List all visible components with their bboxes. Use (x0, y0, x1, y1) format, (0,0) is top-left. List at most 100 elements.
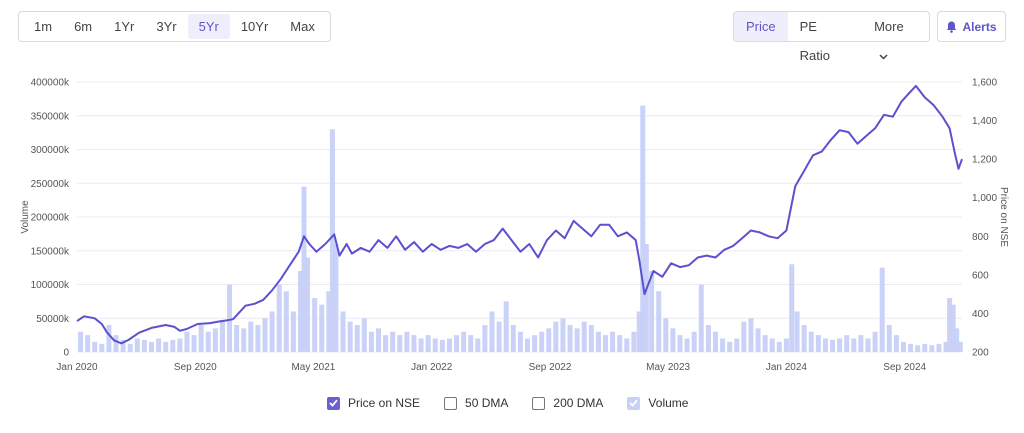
volume-bar (741, 321, 747, 352)
alerts-label: Alerts (962, 19, 997, 34)
range-button-1yr[interactable]: 1Yr (114, 19, 135, 34)
volume-bar (404, 331, 410, 352)
y-left-tick-label: 150000k (31, 246, 70, 257)
volume-bar (915, 345, 921, 352)
volume-bar (120, 339, 126, 352)
checkbox-icon (532, 396, 546, 410)
volume-bar (269, 311, 275, 352)
y-left-tick-label: 400000k (31, 78, 70, 89)
volume-bar (376, 328, 382, 352)
volume-bar (851, 338, 857, 352)
volume-bar (255, 325, 261, 352)
volume-bar (830, 339, 836, 352)
pe-ratio-tab[interactable]: PE Ratio (799, 19, 830, 63)
checkbox-volume-icon (627, 396, 641, 410)
more-dropdown[interactable]: More (862, 12, 929, 60)
volume-bar (461, 331, 467, 352)
legend-volume[interactable]: Volume (627, 396, 688, 410)
volume-bar (368, 331, 374, 352)
y-right-tick-label: 600 (972, 270, 989, 281)
volume-bar (234, 325, 240, 352)
range-button-1m[interactable]: 1m (34, 19, 53, 34)
volume-bar (815, 335, 821, 352)
volume-bar (141, 339, 147, 352)
volume-bar (99, 343, 105, 352)
volume-bar (595, 331, 601, 352)
volume-bar (794, 311, 800, 352)
volume-bar (241, 328, 247, 352)
volume-bar (950, 304, 956, 352)
volume-bar (886, 325, 892, 352)
volume-bar (636, 311, 642, 352)
checkbox-checked-icon (327, 396, 340, 410)
volume-bar (305, 257, 311, 352)
volume-bar (248, 321, 254, 352)
legend-volume-label: Volume (648, 396, 689, 410)
volume-bar (212, 328, 218, 352)
volume-bar (624, 338, 630, 352)
volume-bar (762, 335, 768, 352)
y-left-axis-label: Volume (20, 200, 31, 234)
range-button-5yr[interactable]: 5Yr (187, 14, 230, 39)
legend-price-label: Price on NSE (348, 396, 421, 410)
volume-bar (631, 331, 637, 352)
bell-icon (947, 21, 957, 33)
volume-bar (170, 339, 176, 352)
volume-bar (219, 321, 225, 352)
volume-bar (503, 301, 509, 352)
volume-bar (439, 339, 445, 352)
volume-bar (468, 335, 474, 352)
volume-bar (837, 338, 843, 352)
y-right-tick-label: 800 (972, 232, 989, 243)
volume-bar (148, 341, 154, 352)
volume-bar (691, 331, 697, 352)
volume-bar (297, 271, 303, 352)
volume-bar (411, 335, 417, 352)
volume-bar (808, 331, 814, 352)
legend-price[interactable]: Price on NSE (327, 396, 420, 410)
legend-200dma[interactable]: 200 DMA (532, 396, 603, 410)
range-button-10yr[interactable]: 10Yr (240, 19, 269, 34)
volume-bar (581, 321, 587, 352)
legend-50dma[interactable]: 50 DMA (444, 396, 508, 410)
volume-bar (191, 335, 197, 352)
range-button-max[interactable]: Max (290, 19, 315, 34)
volume-bar (383, 335, 389, 352)
price-tab[interactable]: Price (734, 12, 788, 41)
volume-bar (943, 341, 949, 352)
y-left-tick-label: 100000k (31, 280, 70, 291)
volume-bar (301, 186, 307, 352)
volume-bar (539, 331, 545, 352)
range-button-3yr[interactable]: 3Yr (156, 19, 177, 34)
volume-bar (900, 341, 906, 352)
x-tick-label: Sep 2022 (529, 362, 572, 373)
y-right-tick-label: 200 (972, 348, 989, 359)
volume-bar (801, 325, 807, 352)
x-tick-label: May 2023 (646, 362, 690, 373)
volume-bar (643, 244, 649, 352)
range-button-6m[interactable]: 6m (74, 19, 93, 34)
volume-bar (418, 338, 424, 352)
volume-bar (663, 318, 669, 352)
alerts-button[interactable]: Alerts (937, 11, 1006, 42)
y-right-tick-label: 1,000 (972, 193, 997, 204)
volume-bar (698, 284, 704, 352)
volume-bar (776, 341, 782, 352)
volume-bar (748, 318, 754, 352)
chart-legend: Price on NSE 50 DMA 200 DMA Volume (327, 396, 712, 410)
volume-bar (936, 343, 942, 352)
volume-bar (677, 335, 683, 352)
volume-bar (865, 338, 871, 352)
chevron-down-icon (879, 54, 888, 60)
volume-bar (333, 244, 339, 352)
volume-bar (893, 335, 899, 352)
volume-bar (283, 291, 289, 352)
volume-bar (184, 331, 190, 352)
legend-50dma-label: 50 DMA (465, 396, 509, 410)
volume-bar (92, 341, 98, 352)
volume-bar (789, 264, 795, 352)
y-left-tick-label: 50000k (36, 314, 70, 325)
volume-bar (929, 345, 935, 352)
volume-bar (567, 325, 573, 352)
volume-bar (858, 335, 864, 352)
